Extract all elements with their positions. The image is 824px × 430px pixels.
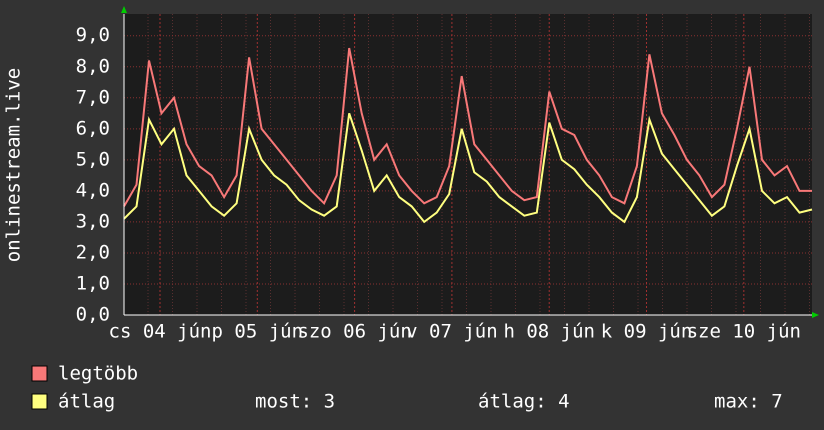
plot-area [124, 14, 812, 315]
y-tick-label: 4,0 [76, 179, 110, 201]
y-tick-label: 3,0 [76, 210, 110, 232]
y-tick-label: 6,0 [76, 117, 110, 139]
series-line [123, 47, 812, 207]
legend-swatch [31, 393, 48, 410]
series-line [123, 112, 813, 224]
y-tick-label: 8,0 [76, 55, 110, 77]
stat: átlag: 4 [478, 391, 570, 413]
y-arrow [121, 6, 127, 13]
stat: most: 3 [255, 391, 335, 413]
x-tick-label: p 05 jún [212, 321, 304, 343]
x-tick-label: sze 10 jún [687, 321, 801, 343]
y-tick-label: 0,0 [76, 304, 110, 326]
legend-label: legtöbb [58, 363, 138, 385]
x-tick-label: k 09 jún [601, 321, 693, 343]
y-axis-label: onlinestream.live [3, 68, 25, 262]
x-arrow [812, 312, 819, 318]
y-tick-label: 1,0 [76, 272, 110, 294]
stat: max: 7 [714, 391, 783, 413]
x-tick-label: v 07 jún [406, 321, 498, 343]
x-tick-label: cs 04 jún [109, 321, 212, 343]
y-tick-label: 5,0 [76, 148, 110, 170]
y-tick-label: 9,0 [76, 24, 110, 46]
legend-swatch [31, 365, 48, 382]
x-tick-label: szo 06 jún [297, 321, 411, 343]
y-tick-label: 2,0 [76, 241, 110, 263]
y-tick-label: 7,0 [76, 86, 110, 108]
x-tick-label: h 08 jún [503, 321, 595, 343]
legend-label: átlag [58, 391, 115, 413]
